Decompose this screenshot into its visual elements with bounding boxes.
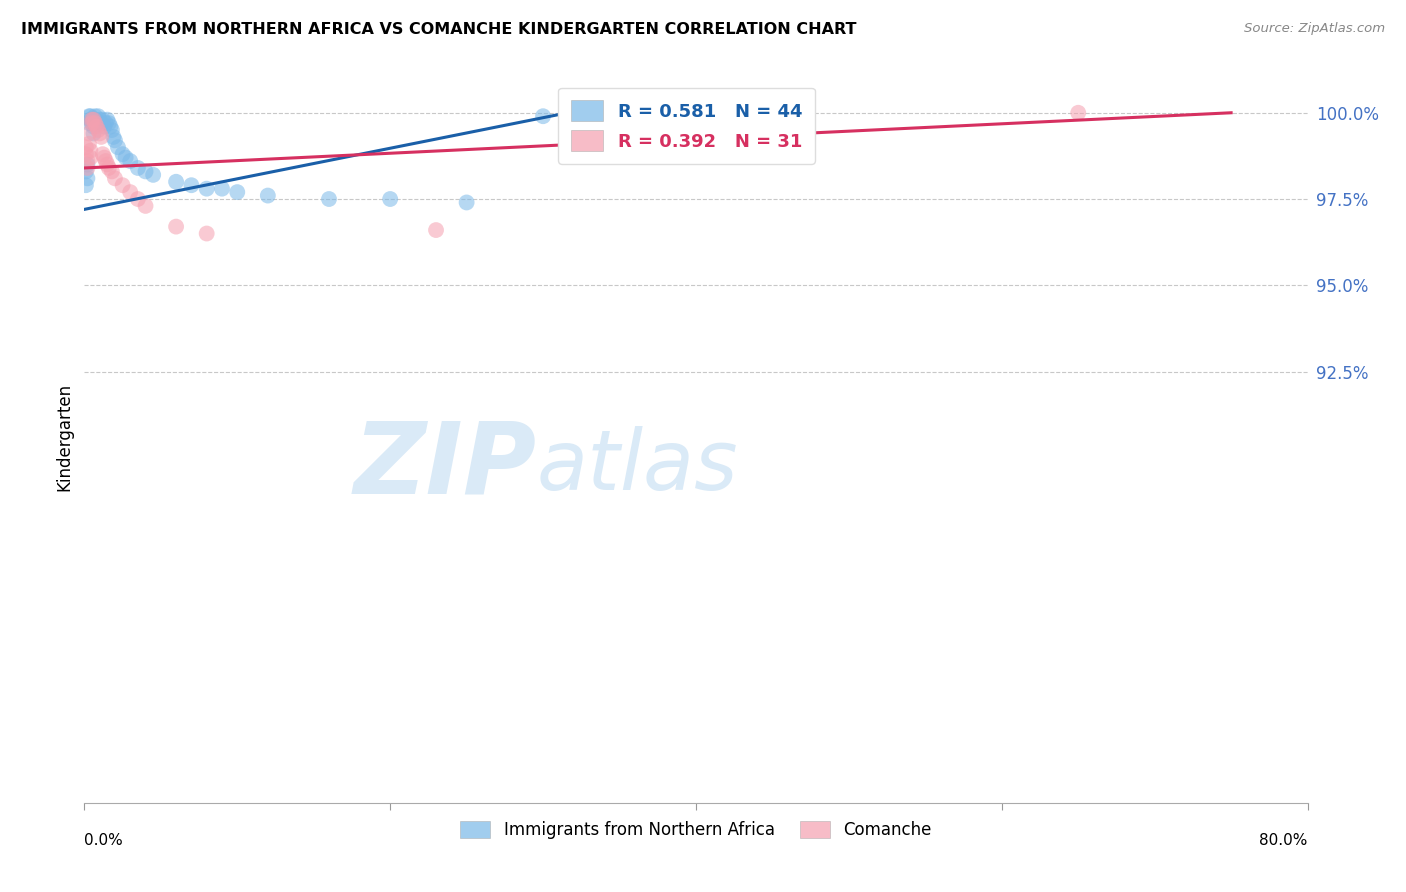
Point — [91, 147, 114, 161]
Point — [257, 188, 280, 202]
Point — [101, 164, 124, 178]
Point — [84, 109, 107, 123]
Point — [87, 109, 110, 123]
Point — [80, 112, 103, 127]
Point — [80, 112, 103, 127]
Point — [104, 171, 127, 186]
Point — [79, 112, 101, 127]
Point — [127, 192, 149, 206]
Point — [83, 112, 105, 127]
Point — [91, 112, 114, 127]
Point — [1067, 105, 1090, 120]
Point — [75, 147, 97, 161]
Point — [111, 178, 134, 193]
Point — [211, 182, 233, 196]
Point — [75, 164, 97, 178]
Point — [86, 120, 108, 134]
Point — [89, 127, 111, 141]
Point — [83, 127, 105, 141]
Point — [127, 161, 149, 175]
Text: IMMIGRANTS FROM NORTHERN AFRICA VS COMANCHE KINDERGARTEN CORRELATION CHART: IMMIGRANTS FROM NORTHERN AFRICA VS COMAN… — [21, 22, 856, 37]
Point — [90, 116, 112, 130]
Point — [79, 151, 101, 165]
Point — [75, 178, 97, 193]
Point — [97, 161, 120, 175]
Text: atlas: atlas — [537, 425, 738, 507]
Point — [94, 154, 117, 169]
Point — [120, 185, 142, 199]
Point — [96, 157, 118, 171]
Point — [76, 157, 98, 171]
Point — [76, 154, 98, 169]
Point — [86, 116, 108, 130]
Point — [142, 168, 165, 182]
Point — [76, 171, 98, 186]
Point — [318, 192, 340, 206]
Point — [79, 144, 101, 158]
Point — [84, 112, 107, 127]
Point — [195, 227, 218, 241]
Point — [97, 116, 120, 130]
Point — [103, 129, 125, 144]
Text: Source: ZipAtlas.com: Source: ZipAtlas.com — [1244, 22, 1385, 36]
Point — [80, 116, 103, 130]
Point — [114, 151, 136, 165]
Point — [87, 123, 110, 137]
Text: ZIP: ZIP — [354, 417, 537, 515]
Point — [84, 116, 107, 130]
Point — [165, 219, 187, 234]
Point — [226, 185, 249, 199]
Point — [96, 112, 118, 127]
Point — [94, 116, 117, 130]
Point — [531, 109, 554, 123]
Point — [101, 123, 124, 137]
Text: 80.0%: 80.0% — [1260, 833, 1308, 848]
Y-axis label: Kindergarten: Kindergarten — [55, 383, 73, 491]
Point — [80, 116, 103, 130]
Point — [195, 182, 218, 196]
Point — [165, 175, 187, 189]
Point — [456, 195, 478, 210]
Point — [77, 116, 100, 130]
Legend: Immigrants from Northern Africa, Comanche: Immigrants from Northern Africa, Comanch… — [454, 814, 938, 846]
Point — [77, 136, 100, 151]
Point — [107, 140, 129, 154]
Point — [89, 112, 111, 127]
Point — [104, 133, 127, 147]
Text: 0.0%: 0.0% — [84, 833, 124, 848]
Point — [83, 120, 105, 134]
Point — [90, 129, 112, 144]
Point — [76, 161, 98, 175]
Point — [135, 164, 157, 178]
Point — [380, 192, 402, 206]
Point — [79, 109, 101, 123]
Point — [93, 151, 115, 165]
Point — [111, 147, 134, 161]
Point — [75, 140, 97, 154]
Point — [93, 120, 115, 134]
Point — [135, 199, 157, 213]
Point — [77, 109, 100, 123]
Point — [77, 127, 100, 141]
Point — [180, 178, 202, 193]
Point — [98, 120, 121, 134]
Point — [120, 154, 142, 169]
Point — [425, 223, 447, 237]
